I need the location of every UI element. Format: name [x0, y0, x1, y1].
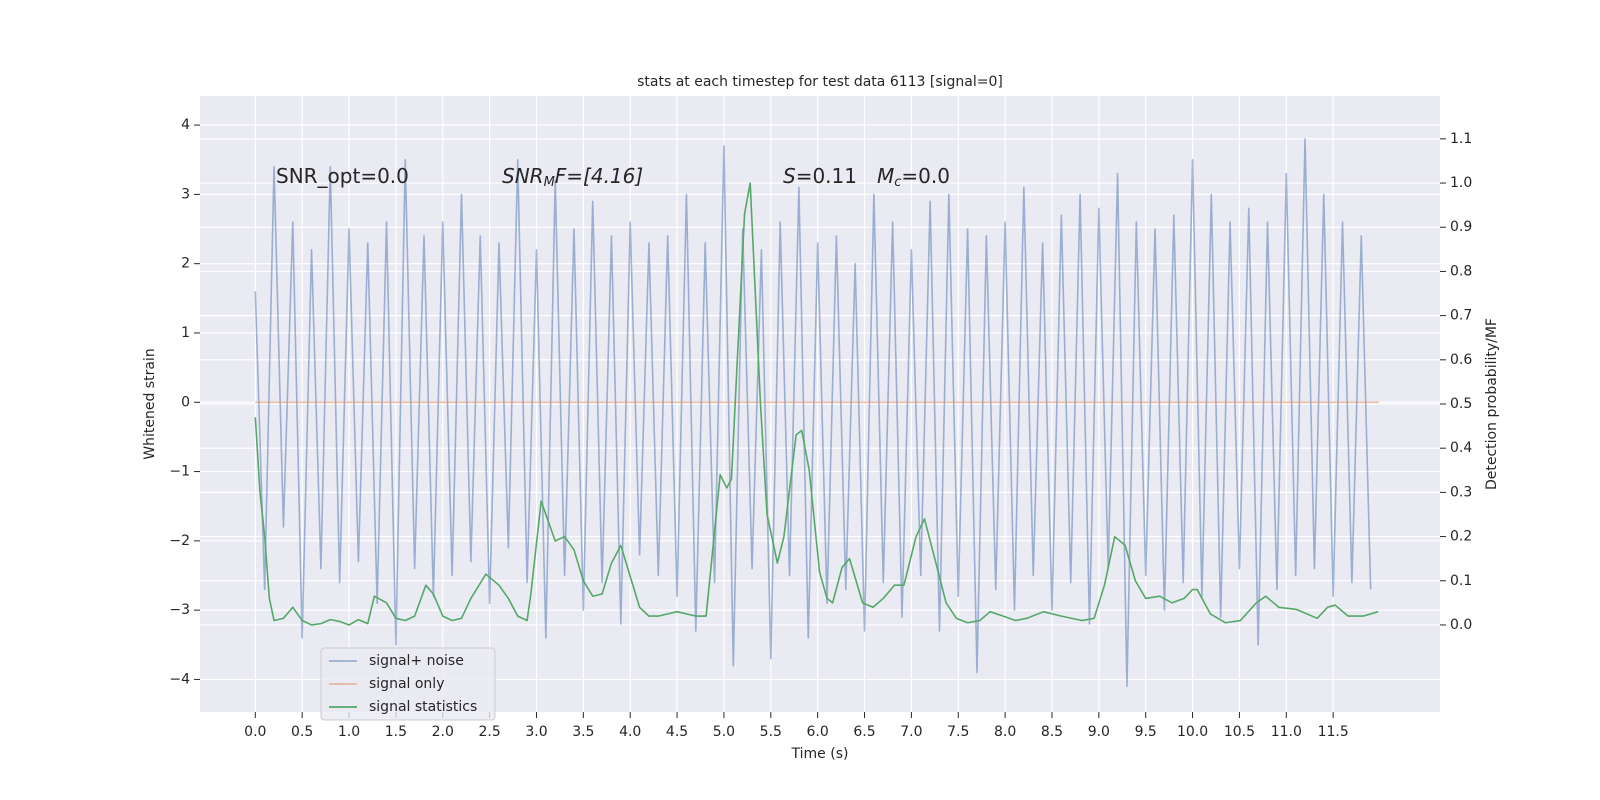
x-tick-label: 8.0	[994, 724, 1016, 740]
y-tick-label: −3	[169, 602, 190, 618]
y2-tick-label: 0.2	[1450, 529, 1472, 545]
x-tick-label: 11.5	[1318, 724, 1349, 740]
annotation-subscript: M	[544, 175, 555, 190]
series-line	[254, 182, 1379, 626]
y2-tick-label: 0.7	[1450, 308, 1472, 324]
x-tick-label: 1.0	[338, 724, 360, 740]
axes: 0.0 0.5 1.0 1.5 2.0 2.5 3.0 3.5 4.0 4.5 5.0 5.5 6.0 6…	[169, 117, 1472, 740]
y2-tick-label: 0.6	[1450, 352, 1472, 368]
x-tick-label: 11.0	[1271, 724, 1302, 740]
y2-tick-label: 0.4	[1450, 440, 1472, 456]
x-axis-label: Time (s)	[791, 746, 849, 762]
x-tick-label: 8.5	[1041, 724, 1063, 740]
y-tick-label: 0	[181, 394, 190, 410]
x-tick-label: 5.5	[760, 724, 782, 740]
y2-tick-label: 0.1	[1450, 573, 1472, 589]
y-tick-label: −2	[169, 533, 190, 549]
chart-title: stats at each timestep for test data 611…	[637, 74, 1003, 90]
x-tick-label: 4.5	[666, 724, 688, 740]
annotation: S=0.11	[783, 164, 857, 188]
x-tick-label: 4.0	[619, 724, 641, 740]
legend-label: signal only	[369, 676, 444, 692]
y-tick-label: 1	[181, 325, 190, 341]
grid	[200, 96, 1440, 712]
x-tick-label: 2.0	[432, 724, 454, 740]
legend: signal+ noise signal only signal statistic…	[320, 647, 496, 721]
y-axis-label: Whitened strain	[142, 348, 158, 459]
annotation-subscript: c	[894, 175, 901, 190]
x-tick-label: 10.0	[1177, 724, 1208, 740]
y2-tick-label: 1.0	[1450, 175, 1472, 191]
annotation-text: S	[783, 164, 796, 188]
annotation-text: F=[4.16]	[555, 164, 643, 188]
x-tick-label: 6.0	[807, 724, 829, 740]
annotation-text: =0.11	[796, 164, 857, 188]
y-tick-label: 3	[181, 186, 190, 202]
y-tick-label: 2	[181, 256, 190, 272]
x-tick-label: 9.0	[1088, 724, 1110, 740]
x-tick-label: 0.0	[244, 724, 266, 740]
x-tick-label: 9.5	[1135, 724, 1157, 740]
annotation-text: SNR_opt=0.0	[276, 164, 409, 188]
y2-tick-label: 0.9	[1450, 219, 1472, 235]
y2-tick-label: 0.3	[1450, 484, 1472, 500]
y-tick-label: 4	[181, 117, 190, 133]
y2-tick-label: 0.0	[1450, 617, 1472, 633]
legend-box	[320, 647, 496, 721]
annotation: Mc=0.0	[877, 164, 950, 190]
legend-label: signal statistics	[369, 699, 477, 715]
x-tick-label: 3.5	[572, 724, 594, 740]
x-tick-label: 5.0	[713, 724, 735, 740]
y-tick-label: −4	[169, 671, 190, 687]
x-tick-label: 7.5	[947, 724, 969, 740]
y2-tick-label: 0.8	[1450, 263, 1472, 279]
legend-label: signal+ noise	[369, 653, 464, 669]
x-tick-label: 3.0	[525, 724, 547, 740]
x-tick-label: 0.5	[291, 724, 313, 740]
x-tick-label: 1.5	[385, 724, 407, 740]
y2-axis-label: Detection probability/MF	[1484, 318, 1500, 490]
annotation-text: SNR	[502, 164, 544, 188]
x-tick-label: 7.0	[900, 724, 922, 740]
y-tick-label: −1	[169, 464, 190, 480]
annotation-text: M	[877, 164, 894, 188]
annotation-text: =0.0	[901, 164, 950, 188]
annotation: SNRMF=[4.16]	[502, 164, 643, 190]
x-tick-label: 10.5	[1224, 724, 1255, 740]
x-tick-label: 6.5	[853, 724, 875, 740]
annotation: SNR_opt=0.0	[276, 164, 409, 188]
y2-tick-label: 1.1	[1450, 131, 1472, 147]
plot-marks	[254, 138, 1380, 688]
x-tick-label: 2.5	[478, 724, 500, 740]
series-line	[254, 138, 1372, 688]
y2-tick-label: 0.5	[1450, 396, 1472, 412]
